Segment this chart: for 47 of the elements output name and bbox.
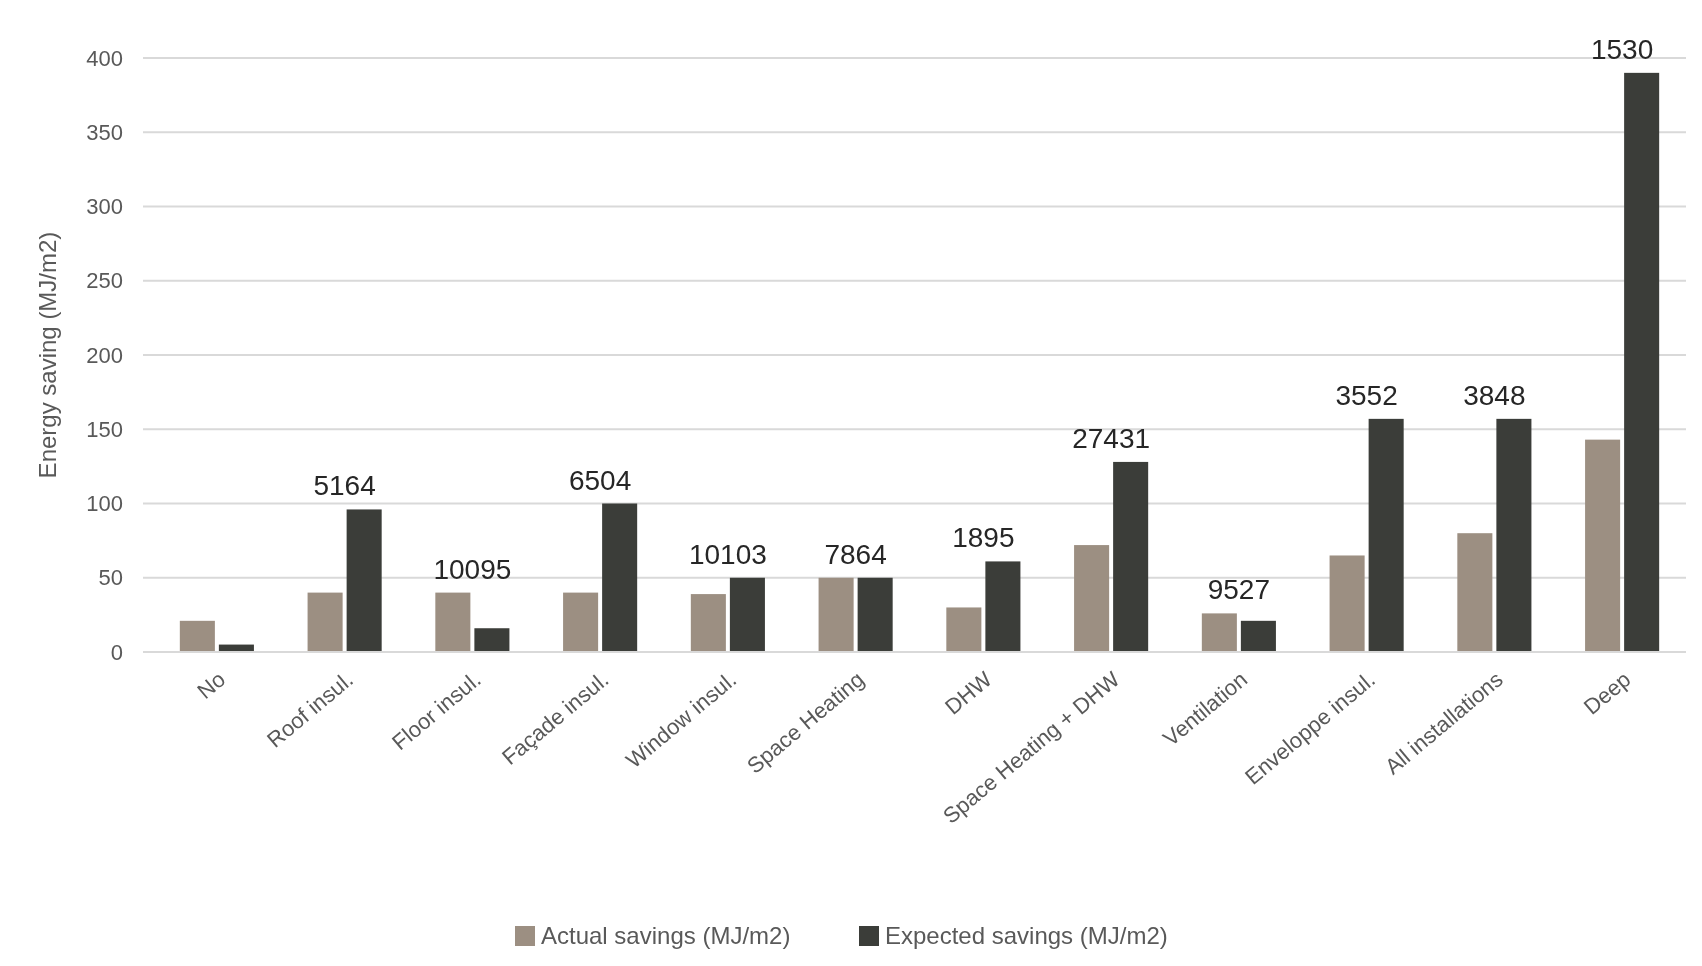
y-tick-label: 400 (86, 45, 123, 71)
annotation: 10103 (688, 538, 767, 570)
y-tick-label: 200 (86, 342, 123, 368)
bar (1201, 613, 1237, 652)
y-tick-label: 350 (86, 119, 123, 145)
annotation: 27431 (1072, 422, 1151, 454)
bar (1329, 555, 1365, 652)
y-tick-label: 300 (86, 194, 123, 220)
bar (1240, 620, 1276, 652)
legend-label: Actual savings (MJ/m2) (541, 922, 791, 950)
y-tick-label: 150 (86, 416, 123, 442)
bar (1457, 533, 1493, 652)
bar (474, 628, 510, 652)
y-tick-label: 0 (110, 639, 123, 665)
annotation: 3848 (1463, 379, 1526, 411)
bar (1368, 418, 1404, 652)
bar (346, 509, 382, 652)
bar (946, 607, 982, 652)
annotation: 5164 (313, 470, 376, 502)
bar (602, 503, 638, 652)
bar (1585, 439, 1621, 652)
x-tick-label: No (192, 666, 231, 704)
annotation: 1895 (952, 522, 1015, 554)
bar (818, 577, 854, 652)
annotation: 3552 (1335, 379, 1398, 411)
y-tick-label: 100 (86, 491, 123, 517)
annotation: 9527 (1207, 574, 1271, 606)
annotation: 7864 (824, 538, 887, 570)
y-tick-label: 50 (98, 565, 123, 591)
bar (729, 577, 765, 652)
bar (307, 592, 343, 652)
bar (1074, 545, 1110, 652)
bar (179, 620, 215, 652)
bar (1496, 418, 1532, 652)
bar (1624, 72, 1660, 652)
y-axis-title: Energy saving (MJ/m2) (34, 231, 61, 479)
bar (435, 592, 471, 652)
annotation: 6504 (568, 464, 632, 496)
y-tick-label: 250 (86, 268, 123, 294)
annotation: 1530 (1590, 33, 1654, 65)
bar (690, 594, 726, 652)
bar (985, 561, 1021, 652)
annotation: 10095 (433, 553, 512, 585)
legend-label: Expected savings (MJ/m2) (885, 922, 1168, 950)
bar (857, 577, 893, 652)
bar (1113, 461, 1149, 652)
bar (563, 592, 599, 652)
